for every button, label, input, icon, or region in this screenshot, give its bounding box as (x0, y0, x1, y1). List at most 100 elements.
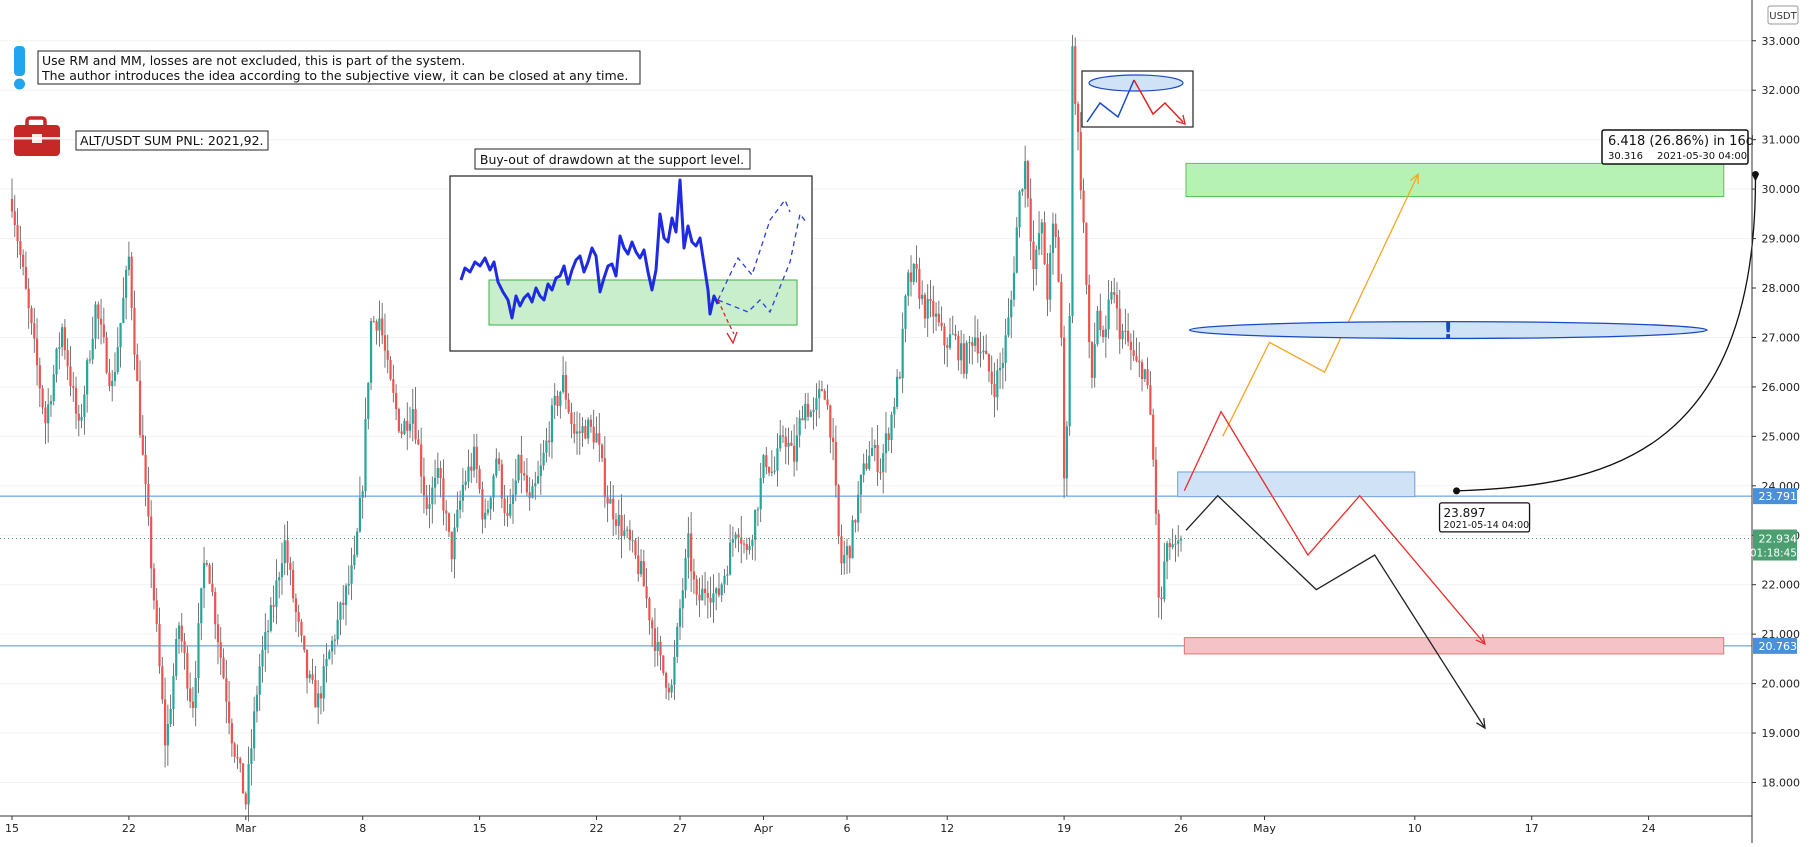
orange-path[interactable] (1222, 173, 1419, 437)
candle (10, 178, 14, 218)
candle (793, 424, 796, 477)
candle (857, 480, 860, 532)
candle (723, 568, 726, 594)
candle (1088, 274, 1091, 359)
currency-badge[interactable] (1767, 5, 1799, 25)
candle (890, 411, 893, 454)
candle (369, 317, 373, 391)
candle (960, 330, 963, 375)
candle (659, 635, 662, 671)
candle (19, 225, 22, 269)
candle (367, 382, 370, 430)
pnl-annotation[interactable]: ALT/USDT SUM PNL: 2021,92. (14, 116, 269, 156)
candle (166, 704, 169, 766)
candle (664, 671, 668, 700)
inset-down-dashed (717, 299, 735, 335)
price-zones[interactable] (1177, 162, 1725, 655)
candle (520, 435, 523, 494)
candle (83, 385, 86, 435)
candle (982, 335, 985, 360)
candle (751, 534, 754, 560)
candle (459, 490, 462, 519)
candle (818, 380, 821, 419)
candle (909, 255, 913, 297)
candle (225, 659, 228, 724)
highlight-ellipse-marker[interactable]: ! (1188, 319, 1708, 344)
candle (325, 643, 328, 683)
candle (33, 307, 36, 353)
candle (155, 587, 158, 632)
candle (592, 409, 595, 450)
candle (598, 412, 601, 462)
red-path[interactable] (1183, 410, 1486, 645)
candle (509, 488, 512, 519)
price-axis[interactable]: USDT 18.00019.00020.00021.00022.00023.00… (1750, 0, 1800, 843)
candle (645, 568, 648, 609)
candle (445, 500, 448, 532)
candle (186, 646, 189, 701)
candle (422, 457, 426, 514)
candle (884, 412, 888, 473)
candle (843, 540, 846, 575)
candle (845, 538, 849, 574)
candle (726, 565, 729, 586)
price-tick-label: 33.000 (1762, 35, 1801, 48)
candle (125, 265, 128, 320)
black-path[interactable] (1185, 494, 1486, 729)
candle (790, 430, 793, 446)
candle (1093, 322, 1096, 388)
measure-start-dot[interactable] (1453, 487, 1461, 495)
price-tick-label: 26.000 (1762, 381, 1801, 394)
candle (428, 484, 431, 529)
candle (973, 315, 977, 352)
candle (35, 318, 39, 386)
inset-up-dashed-2 (717, 212, 807, 314)
candle (581, 417, 584, 448)
highlight-ellipse[interactable] (1188, 320, 1708, 340)
candle (55, 347, 58, 383)
candle (1054, 213, 1057, 249)
candle (848, 545, 851, 574)
candle (27, 278, 30, 329)
candle (275, 559, 278, 625)
candle (1051, 212, 1055, 275)
candle (113, 352, 117, 387)
measure-end-pin-icon (1751, 170, 1759, 182)
candle (943, 323, 946, 365)
candle (667, 682, 670, 701)
candle (567, 393, 570, 415)
time-tick-label: 10 (1408, 822, 1422, 835)
candle (1026, 159, 1030, 208)
orange-path-arrowhead (1409, 172, 1419, 185)
candle (1127, 313, 1130, 347)
blue-entry-zone[interactable] (1177, 471, 1416, 498)
inset-scenario-diagram[interactable]: Buy-out of drawdown at the support level… (449, 148, 813, 352)
price-range-measure-tool[interactable]: 23.897 2021-05-14 04:00 6.418 (26.86%) i… (1438, 129, 1759, 533)
candle (831, 417, 835, 461)
candle (806, 392, 810, 421)
measure-start-date: 2021-05-14 04:00 (1444, 520, 1530, 531)
candle (1007, 298, 1010, 338)
candle (503, 484, 506, 526)
pattern-thumbnail-icon[interactable] (1081, 70, 1194, 128)
measure-end-marker[interactable] (1751, 170, 1759, 182)
time-tick-label: 6 (844, 822, 851, 835)
candle (250, 729, 253, 786)
measure-arc-line[interactable] (1456, 178, 1757, 492)
red-stop-zone[interactable] (1183, 637, 1725, 655)
projection-paths[interactable] (1183, 172, 1486, 730)
candle (859, 474, 863, 514)
candle (361, 485, 364, 519)
price-tick-label: 25.000 (1762, 430, 1801, 443)
candle (609, 481, 612, 504)
candle (1074, 37, 1077, 115)
candle (1101, 325, 1105, 343)
green-target-zone[interactable] (1185, 162, 1725, 198)
candle (1168, 538, 1171, 560)
time-axis[interactable]: 15 22 Mar 8 15 22 27 Apr 6 12 19 26 May 10 17 24 (0, 815, 1752, 835)
disclaimer-annotation[interactable]: Use RM and MM, losses are not excluded, … (14, 46, 641, 90)
candle (1115, 282, 1119, 331)
candle (1099, 293, 1102, 337)
time-tick-label: Mar (235, 822, 256, 835)
